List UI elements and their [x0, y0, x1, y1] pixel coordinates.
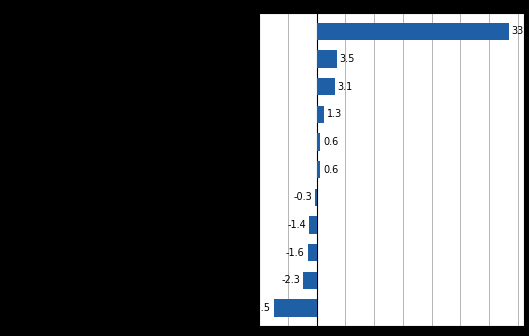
Bar — [317, 161, 320, 178]
Text: 33.4: 33.4 — [512, 27, 529, 36]
Text: 0.6: 0.6 — [323, 137, 338, 147]
Text: 3.5: 3.5 — [340, 54, 355, 64]
Text: 3.1: 3.1 — [338, 82, 353, 92]
Text: 0.6: 0.6 — [323, 165, 338, 175]
Bar — [308, 216, 317, 234]
Bar — [307, 244, 317, 261]
Bar — [317, 133, 320, 151]
Bar — [317, 50, 337, 68]
Text: -2.3: -2.3 — [282, 275, 300, 285]
Bar — [315, 189, 317, 206]
Bar — [317, 23, 509, 40]
Text: -7.5: -7.5 — [252, 303, 271, 313]
Text: -0.3: -0.3 — [294, 192, 312, 202]
Text: -1.4: -1.4 — [287, 220, 306, 230]
Text: -1.6: -1.6 — [286, 248, 305, 258]
Bar — [304, 272, 317, 289]
Bar — [317, 78, 334, 95]
Bar — [273, 299, 317, 317]
Bar — [317, 106, 324, 123]
Text: 1.3: 1.3 — [327, 110, 342, 119]
